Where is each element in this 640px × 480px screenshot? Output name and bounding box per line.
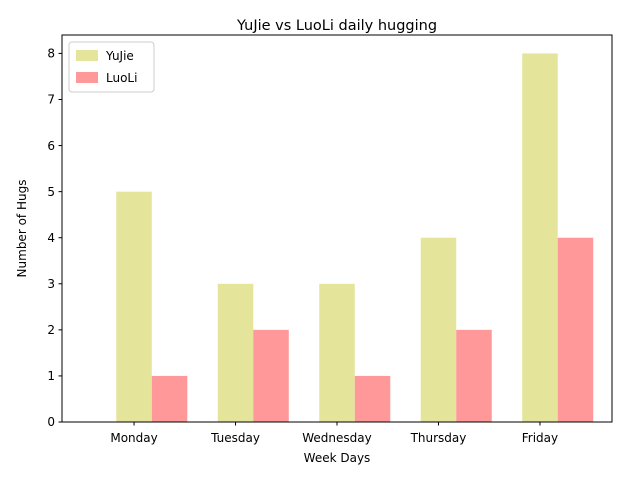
y-tick-label: 1 xyxy=(47,369,55,383)
x-tick-label: Friday xyxy=(522,431,558,445)
bars-group xyxy=(116,53,594,423)
legend-label-luoli: LuoLi xyxy=(106,71,137,85)
y-axis: 0 1 2 3 4 5 6 7 8 xyxy=(47,47,62,429)
legend-swatch-yujie xyxy=(76,50,98,61)
bar-luoli-thursday xyxy=(456,329,492,422)
legend-label-yujie: YuJie xyxy=(105,49,134,63)
y-tick-label: 7 xyxy=(47,93,55,107)
y-tick-label: 6 xyxy=(47,139,55,153)
bar-yujie-friday xyxy=(522,53,558,423)
legend-swatch-luoli xyxy=(76,72,98,83)
x-tick-label: Tuesday xyxy=(210,431,260,445)
y-tick-label: 0 xyxy=(47,415,55,429)
y-tick-label: 2 xyxy=(47,323,55,337)
bar-luoli-tuesday xyxy=(253,329,289,422)
y-axis-label: Number of Hugs xyxy=(15,180,29,278)
legend: YuJie LuoLi xyxy=(68,41,155,93)
x-tick-label: Wednesday xyxy=(302,431,371,445)
y-tick-label: 5 xyxy=(47,185,55,199)
x-axis-label: Week Days xyxy=(304,451,371,465)
y-tick-label: 8 xyxy=(47,47,55,61)
y-tick-label: 4 xyxy=(47,231,55,245)
bar-luoli-friday xyxy=(557,237,594,422)
bar-yujie-thursday xyxy=(420,237,457,422)
bar-yujie-wednesday xyxy=(319,283,355,422)
y-tick-label: 3 xyxy=(47,277,55,291)
x-tick-label: Thursday xyxy=(410,431,467,445)
chart-title: YuJie vs LuoLi daily hugging xyxy=(236,18,437,34)
bar-yujie-monday xyxy=(116,191,152,422)
x-tick-label: Monday xyxy=(110,431,157,445)
x-axis: Monday Tuesday Wednesday Thursday Friday xyxy=(110,422,558,445)
bar-luoli-monday xyxy=(151,375,188,422)
bar-luoli-wednesday xyxy=(354,375,391,422)
bar-yujie-tuesday xyxy=(217,283,254,422)
